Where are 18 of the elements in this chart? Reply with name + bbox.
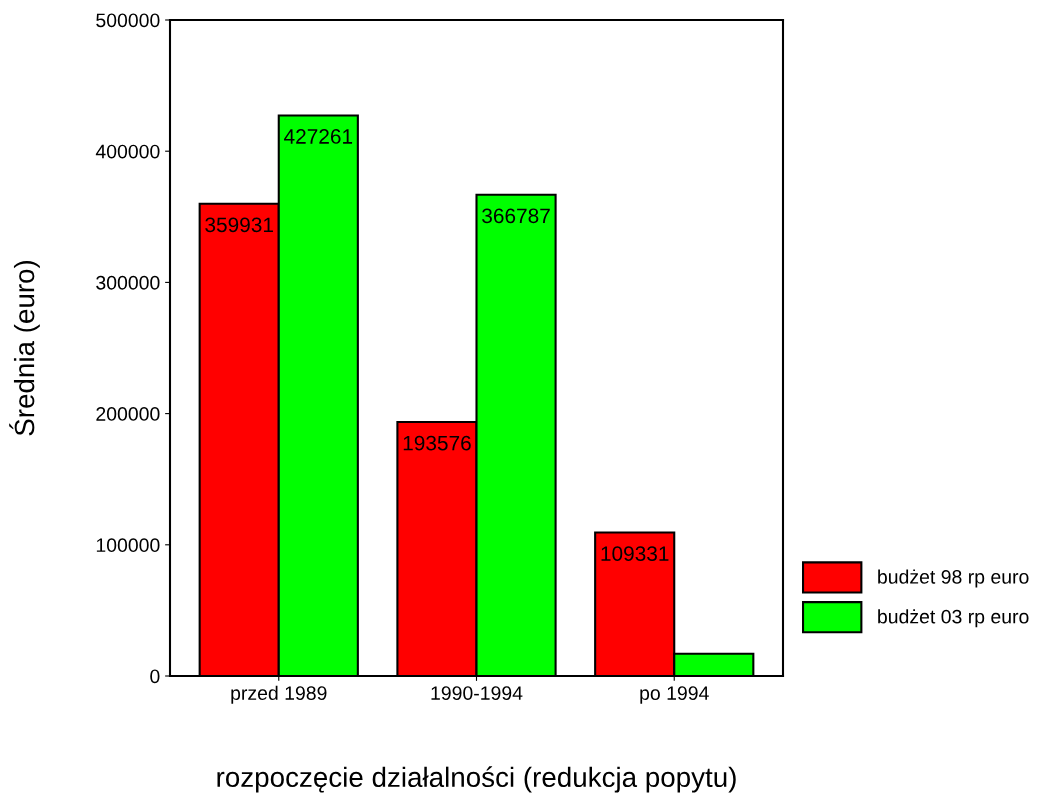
y-tick-label: 0 [150,669,160,684]
data-label: 359931 [205,217,273,233]
x-tick-label: 1990-1994 [431,686,523,700]
data-label: 366787 [482,208,550,224]
x-axis-title: rozpoczęcie działalności (redukcja popytu) [217,766,736,793]
data-label: 109331 [601,546,669,561]
legend-label: budżet 98 rp euro [878,569,1029,588]
y-axis-title: Średnia (euro) [9,260,40,436]
y-tick-label: 400000 [95,144,160,159]
y-tick-label: 200000 [96,407,160,421]
legend-label: budżet 03 rp euro [878,609,1029,628]
y-tick-label: 500000 [96,13,160,28]
data-label: 193576 [403,435,471,451]
data-label: 427261 [284,129,353,144]
y-tick-label: 300000 [96,275,160,290]
x-tick-label: przed 1989 [231,685,327,704]
y-tick-label: 100000 [96,538,160,553]
x-tick-label: po 1994 [640,686,709,704]
